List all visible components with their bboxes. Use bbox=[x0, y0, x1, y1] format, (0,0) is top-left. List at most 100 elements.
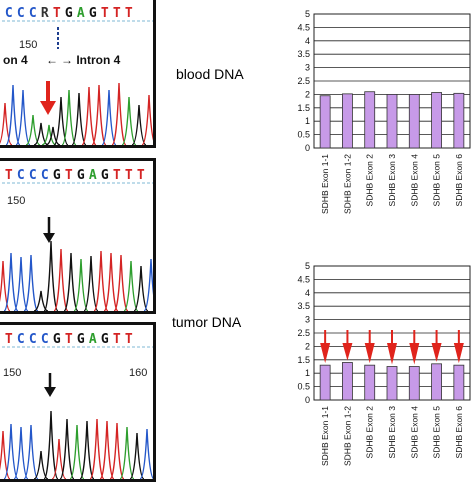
x-tick-label: SDHB Exon 1-2 bbox=[342, 154, 352, 214]
bar bbox=[319, 95, 331, 149]
trace-peak bbox=[131, 104, 147, 145]
trace-peak bbox=[13, 256, 29, 311]
intron-label: → Intron 4 bbox=[61, 53, 121, 67]
y-tick-label: 0 bbox=[305, 143, 310, 153]
y-tick-label: 2.5 bbox=[297, 328, 310, 338]
trace-peak bbox=[103, 252, 119, 311]
position-label: 150 bbox=[7, 195, 26, 207]
mutation-arrowhead bbox=[40, 101, 56, 115]
position-label: 160 bbox=[129, 367, 148, 379]
trace-peak bbox=[69, 424, 85, 479]
trace-peak bbox=[53, 248, 69, 311]
trace-peak bbox=[101, 89, 117, 145]
trace-peak bbox=[63, 252, 79, 311]
base-letter: G bbox=[100, 332, 110, 347]
x-tick-label: SDHB Exon 1-1 bbox=[320, 154, 330, 214]
y-tick-label: 1 bbox=[305, 368, 310, 378]
trace-peak bbox=[109, 422, 125, 479]
y-tick-label: 4.5 bbox=[297, 274, 310, 284]
bar bbox=[386, 366, 398, 401]
y-tick-label: 2 bbox=[305, 89, 310, 99]
bar bbox=[431, 363, 442, 401]
trace-peak bbox=[89, 418, 105, 479]
base-letter: T bbox=[124, 332, 134, 347]
base-letter: T bbox=[112, 168, 122, 183]
base-letter: T bbox=[112, 332, 122, 347]
y-tick-label: 4.5 bbox=[297, 22, 310, 32]
base-letter: G bbox=[88, 6, 98, 21]
mutation-arrowhead bbox=[44, 387, 56, 397]
exon-label: on 4 bbox=[3, 53, 28, 67]
bar bbox=[386, 94, 398, 149]
trace-peak bbox=[41, 124, 57, 145]
y-tick-label: 1.5 bbox=[297, 103, 310, 113]
x-tick-label: SDHB Exon 3 bbox=[387, 154, 397, 207]
y-tick-label: 0.5 bbox=[297, 130, 310, 140]
base-letter: C bbox=[4, 6, 14, 21]
y-tick-label: 3 bbox=[305, 63, 310, 73]
trace-peak bbox=[71, 92, 87, 145]
bar bbox=[342, 93, 353, 149]
trace-peak bbox=[99, 420, 115, 479]
base-letter: C bbox=[28, 332, 38, 347]
trace-peak bbox=[15, 89, 31, 145]
chromatogram-trace-2 bbox=[0, 182, 153, 311]
base-letter: C bbox=[16, 332, 26, 347]
x-tick-label: SDHB Exon 1-2 bbox=[342, 406, 352, 466]
trace-peak bbox=[129, 432, 145, 479]
trace-peak bbox=[141, 94, 153, 145]
trace-peak bbox=[91, 84, 107, 145]
base-letter: G bbox=[76, 168, 86, 183]
bar bbox=[364, 91, 376, 149]
trace-peak bbox=[133, 265, 149, 311]
left-arrow-glyph: ← bbox=[46, 53, 58, 67]
y-tick-label: 3.5 bbox=[297, 49, 310, 59]
chromatogram-trace-3 bbox=[0, 346, 153, 479]
deletion-arrowhead bbox=[364, 343, 375, 364]
base-letter: T bbox=[52, 6, 62, 21]
trace-peak bbox=[79, 420, 95, 479]
trace-peak bbox=[23, 254, 39, 311]
trace-peak bbox=[119, 426, 135, 479]
x-tick-label: SDHB Exon 1-1 bbox=[320, 406, 330, 466]
base-letter: T bbox=[112, 6, 122, 21]
base-letter: G bbox=[52, 168, 62, 183]
y-tick-label: 2 bbox=[305, 341, 310, 351]
x-tick-label: SDHB Exon 2 bbox=[365, 154, 375, 207]
bar bbox=[431, 92, 442, 149]
x-tick-label: SDHB Exon 3 bbox=[387, 406, 397, 459]
chromatogram-trace-1 bbox=[0, 20, 153, 145]
y-tick-label: 2.5 bbox=[297, 76, 310, 86]
trace-peak bbox=[83, 255, 99, 311]
x-tick-label: SDHB Exon 6 bbox=[454, 154, 464, 207]
position-label: 150 bbox=[3, 367, 22, 379]
trace-peak bbox=[93, 250, 109, 311]
y-tick-label: 1.5 bbox=[297, 355, 310, 365]
x-tick-label: SDHB Exon 2 bbox=[365, 406, 375, 459]
y-tick-label: 5 bbox=[305, 9, 310, 19]
trace-peak bbox=[3, 252, 19, 311]
bar bbox=[364, 364, 376, 401]
trace-peak bbox=[111, 82, 127, 145]
deletion-arrowhead bbox=[431, 343, 442, 362]
base-letter: C bbox=[40, 168, 50, 183]
base-letter: C bbox=[40, 332, 50, 347]
trace-peak bbox=[43, 240, 59, 311]
blood-copy-number-chart: 0 0.5 1 1.5 2 2.5 3 3.5 4 4.5 5 SDHB Exon 1-1 SDHB E… bbox=[297, 9, 471, 214]
base-letter: G bbox=[100, 168, 110, 183]
trace-peak bbox=[139, 428, 153, 479]
trace-peak bbox=[0, 102, 13, 145]
trace-peak bbox=[143, 258, 153, 311]
trace-peak bbox=[121, 96, 137, 145]
base-letter: T bbox=[124, 168, 134, 183]
x-tick-label: SDHB Exon 5 bbox=[432, 154, 442, 207]
base-letter: T bbox=[64, 332, 74, 347]
trace-peak bbox=[73, 258, 89, 311]
trace-peak bbox=[13, 426, 29, 479]
base-letter: T bbox=[4, 168, 14, 183]
